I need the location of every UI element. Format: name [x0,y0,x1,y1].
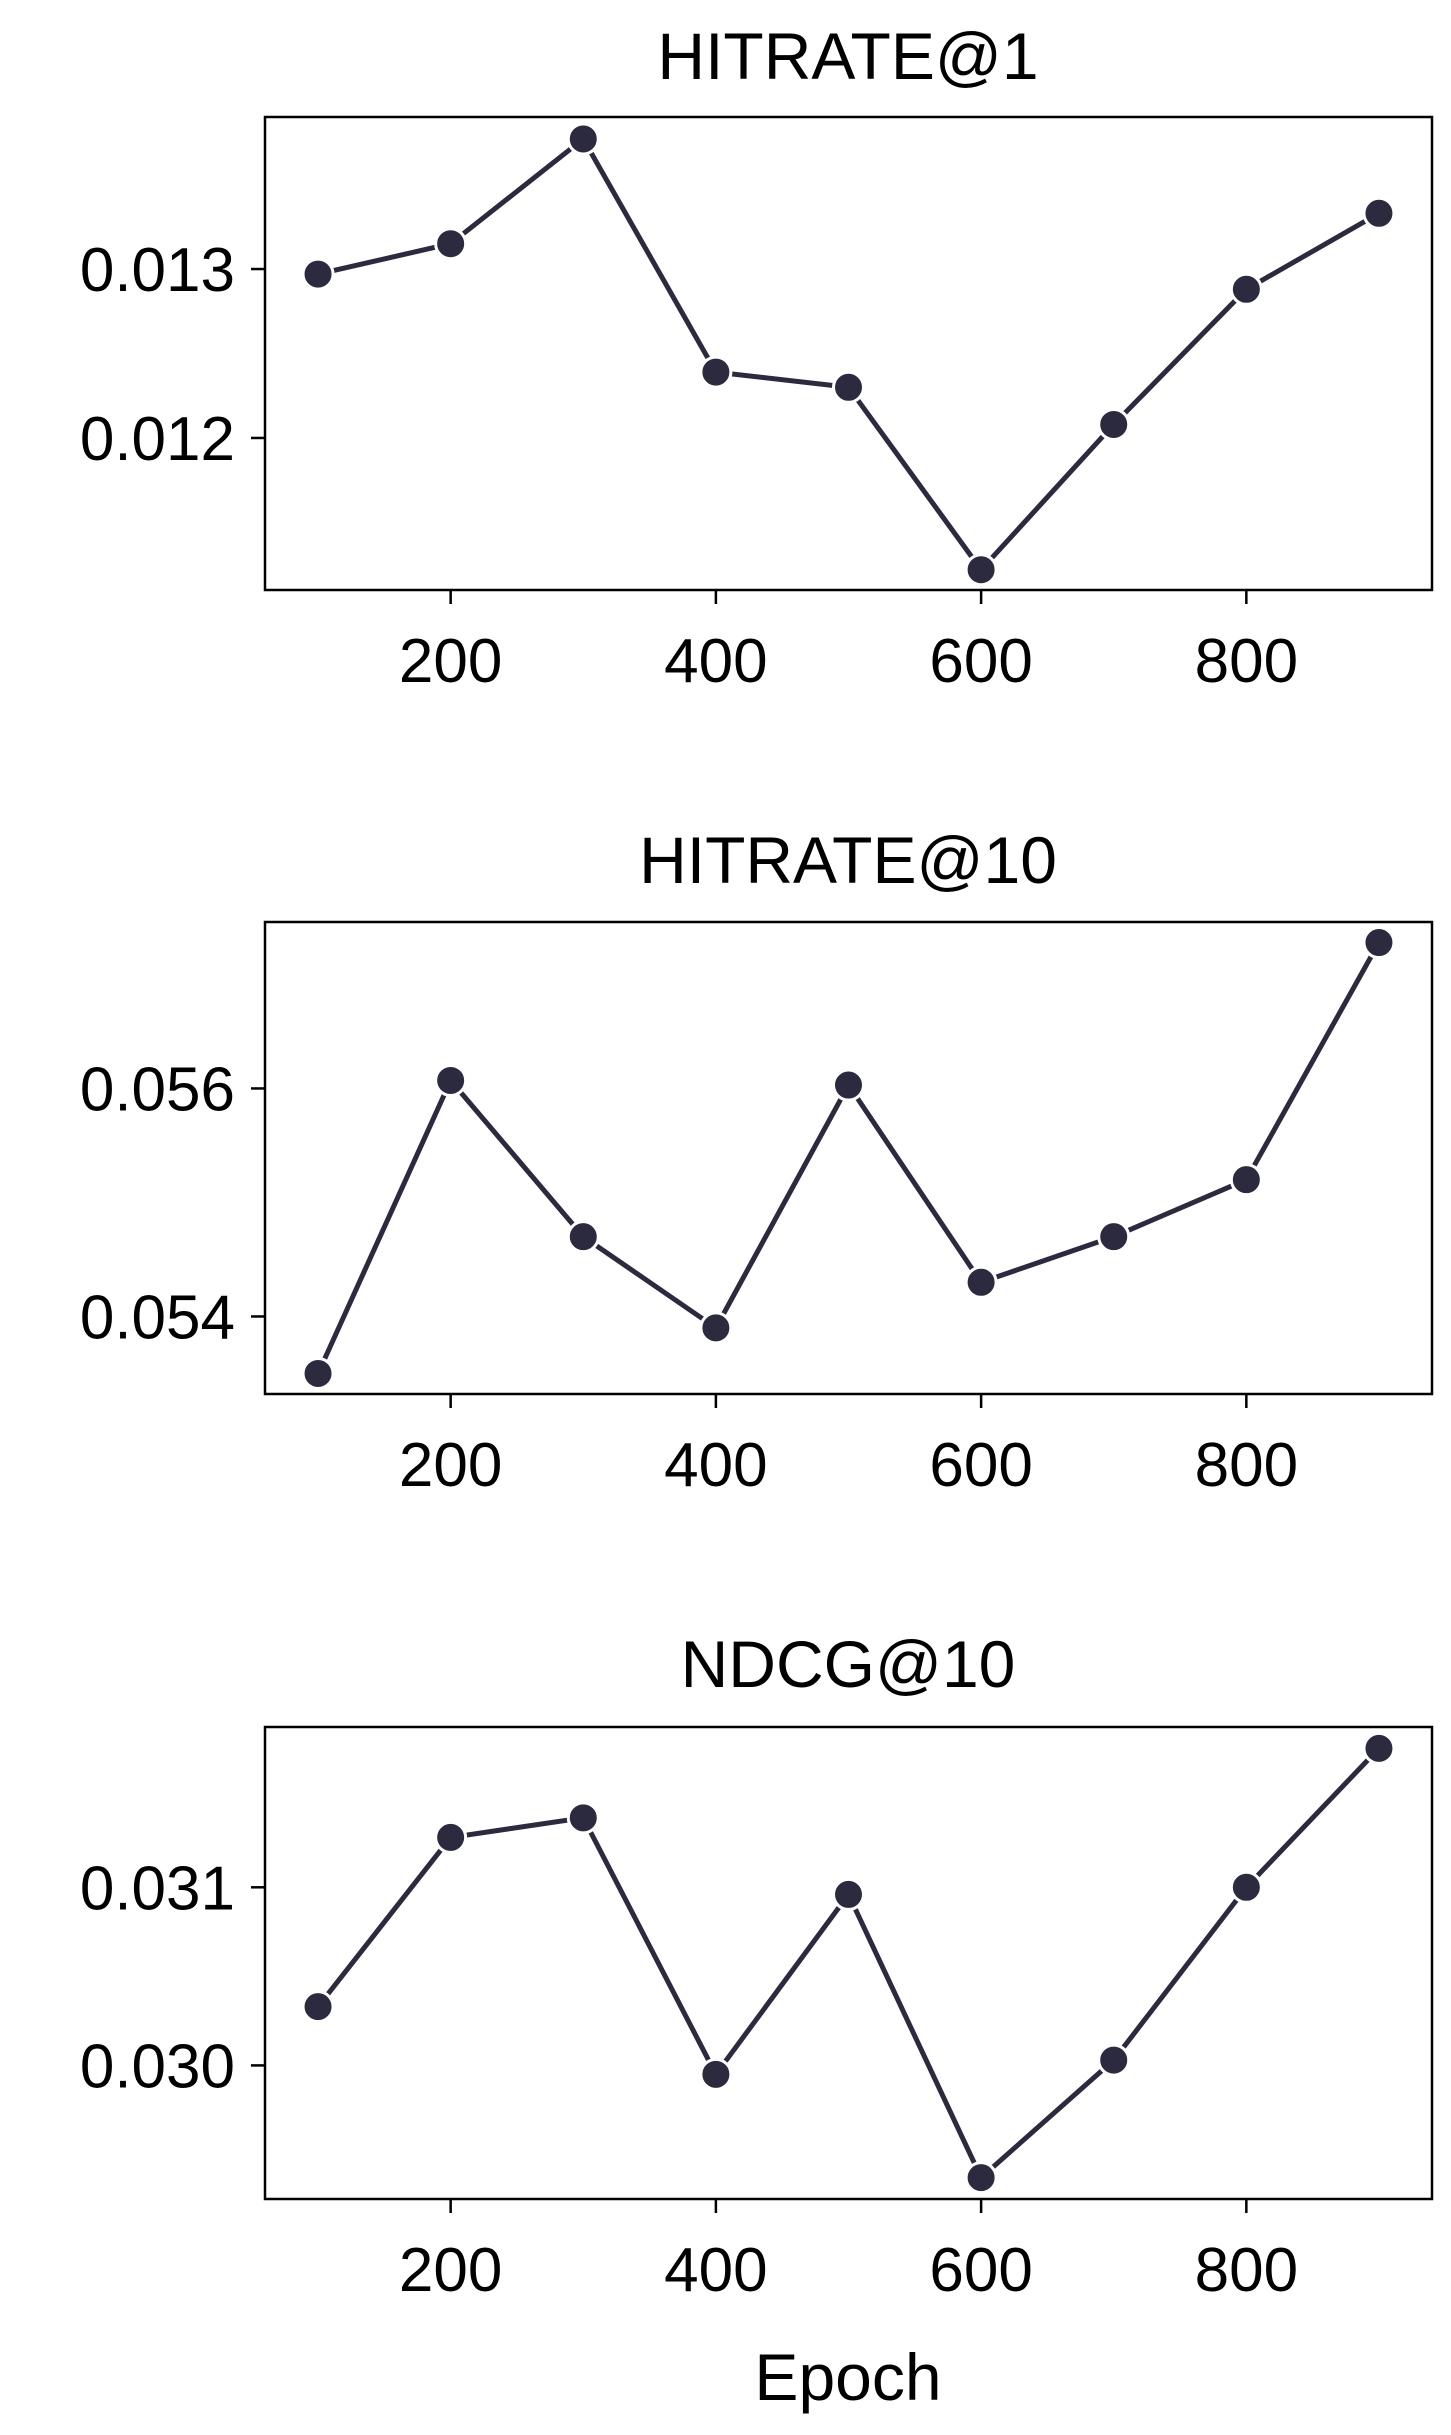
panel-2-y-tick-label: 0.056 [80,1055,235,1124]
panel-2-x-tick-label: 200 [399,1431,502,1500]
panel-2-point [434,1063,468,1097]
panel-3-marks [301,1731,1396,2195]
panel-3-title: NDCG@10 [681,1627,1016,1701]
panel-1-x-ticks: 200 400 600 800 [399,590,1298,696]
panel-1-frame [263,115,1434,592]
panel-1-x-tick-label: 800 [1195,627,1298,696]
panel-2-y-tick-label: 0.054 [80,1283,235,1352]
panel-3: NDCG@10 200 400 600 800 0.030 0.031 Epoch [80,1627,1434,2414]
panel-1-point [566,122,600,156]
panel-1: HITRATE@1 200 400 600 800 0.012 0.013 [80,19,1434,696]
panel-3-x-ticks: 200 400 600 800 [399,2199,1298,2305]
panel-2-point [301,1356,335,1390]
panel-2-point [1097,1220,1131,1254]
panel-2-point [566,1220,600,1254]
panel-3-x-tick-label: 600 [929,2236,1032,2305]
panel-3-point [301,1990,335,2024]
panel-3-point [434,1820,468,1854]
panel-3-point [832,1877,865,1911]
panel-3-point [699,2057,733,2091]
panel-3-x-tick-label: 200 [399,2236,502,2305]
panel-3-x-tick-label: 400 [664,2236,767,2305]
panel-1-point [1097,407,1131,441]
panel-1-marks [301,122,1396,587]
panel-2-y-ticks: 0.054 0.056 [80,1055,265,1352]
panel-3-x-tick-label: 800 [1195,2236,1298,2305]
panel-3-series-line [316,1746,1381,2181]
panel-1-y-tick-label: 0.012 [80,405,235,474]
panel-1-y-ticks: 0.012 0.013 [80,236,265,474]
panel-1-title: HITRATE@1 [657,19,1038,93]
panel-3-point [964,2161,998,2195]
panel-1-x-tick-label: 200 [399,627,502,696]
panel-2-frame [263,920,1434,1396]
panel-2-series-line [315,941,1382,1375]
panel-1-point [832,370,865,404]
panel-2-x-tick-label: 800 [1195,1431,1298,1500]
panel-2-point [1362,926,1396,960]
panel-2-x-tick-label: 600 [929,1431,1032,1500]
panel-2-marks [301,926,1396,1390]
panel-3-y-tick-label: 0.030 [80,2032,235,2101]
panel-2-point [832,1068,865,1102]
panel-1-point [434,227,468,261]
panel-1-x-tick-label: 600 [929,627,1032,696]
panel-3-frame [263,1725,1434,2201]
panel-2: HITRATE@10 200 400 600 800 0.054 0.056 [80,823,1434,1500]
panel-1-point [1362,196,1396,230]
panel-1-y-tick-label: 0.013 [80,236,235,305]
panel-1-x-tick-label: 400 [664,627,767,696]
panel-3-point [566,1801,600,1835]
panel-3-y-tick-label: 0.031 [80,1854,235,1923]
panel-3-point [1362,1731,1396,1765]
panel-1-point [964,553,998,587]
panel-2-title: HITRATE@10 [639,823,1057,897]
panel-1-point [1229,272,1263,306]
panel-1-point [699,355,733,389]
panel-2-x-tick-label: 400 [664,1431,767,1500]
panel-3-point [1229,1870,1263,1904]
panel-2-x-ticks: 200 400 600 800 [399,1394,1298,1500]
panel-3-y-ticks: 0.030 0.031 [80,1854,265,2101]
panel-2-point [1229,1163,1263,1197]
panel-1-point [301,257,335,291]
panel-2-point [964,1265,998,1299]
panel-2-point [699,1311,733,1345]
panel-3-point [1097,2043,1131,2077]
x-axis-label: Epoch [754,2340,941,2414]
panel-1-series-line [317,136,1381,573]
